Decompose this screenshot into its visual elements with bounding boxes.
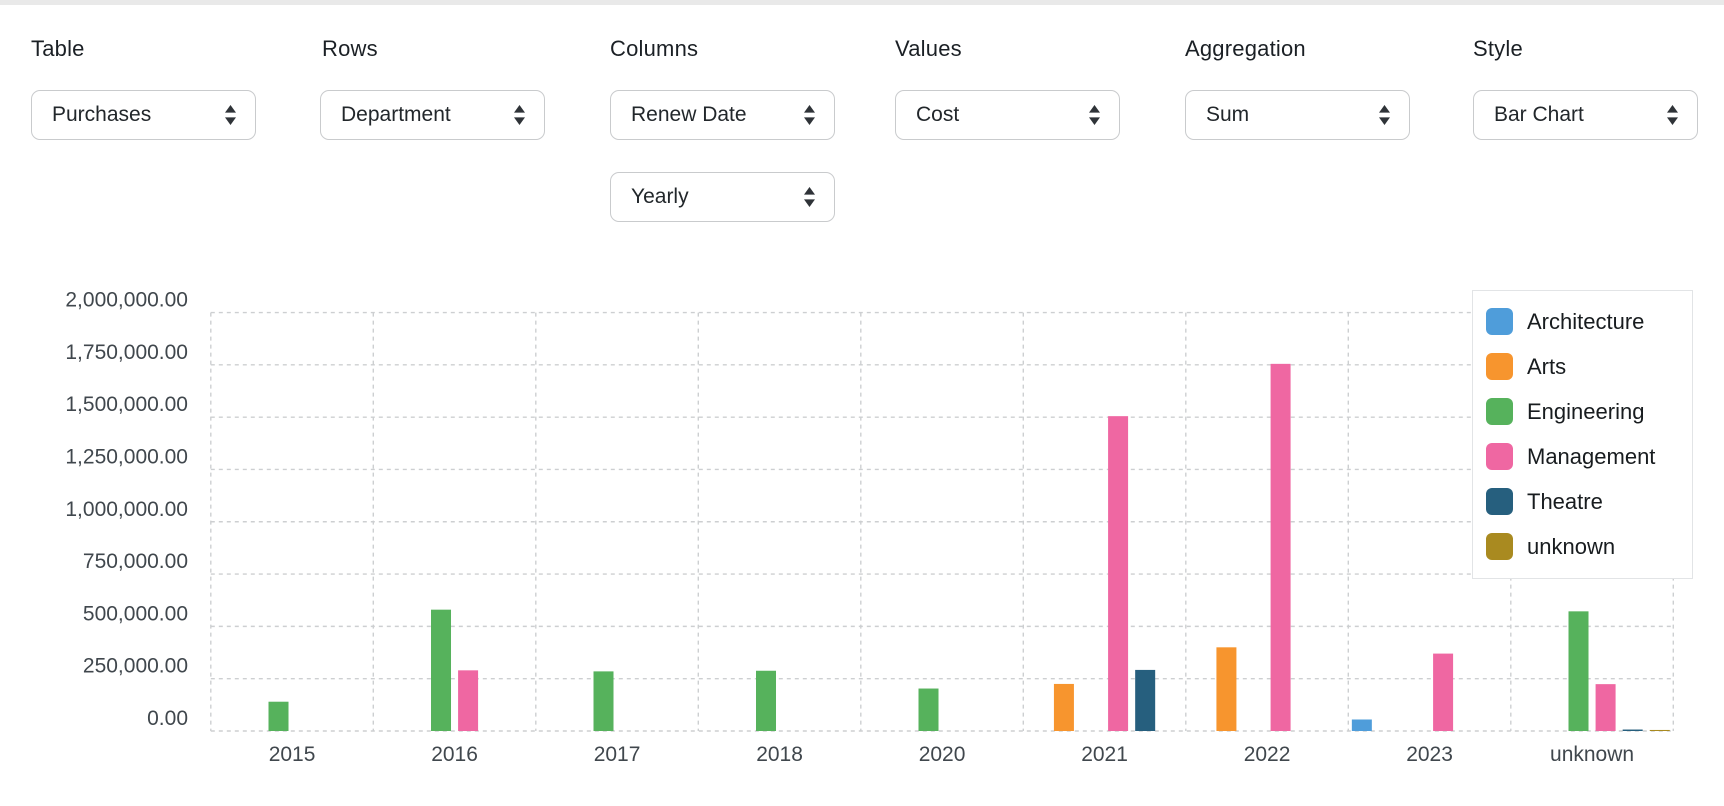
style-select[interactable]: Bar Chart — [1473, 90, 1698, 140]
legend-label: Architecture — [1527, 308, 1645, 334]
y-axis-tick-label: 750,000.00 — [83, 550, 188, 573]
aggregation-select[interactable]: Sum — [1185, 90, 1410, 140]
y-axis-tick-label: 250,000.00 — [83, 655, 188, 678]
x-axis-tick-label: 2020 — [919, 743, 966, 766]
columns-select-value: Renew Date — [631, 103, 747, 126]
bar-management-2022 — [1270, 363, 1291, 731]
y-axis-tick-label: 1,000,000.00 — [65, 498, 188, 521]
x-axis-tick-label: 2018 — [756, 743, 803, 766]
aggregation-label: Aggregation — [1185, 36, 1306, 61]
columns-granularity-value: Yearly — [631, 185, 689, 208]
rows-select[interactable]: Department — [320, 90, 545, 140]
bar-chart: 0.00 250,000.00 500,000.00 750,000.00 1,000,… — [65, 289, 1675, 766]
x-axis-tick-label: 2021 — [1081, 743, 1128, 766]
legend-item-unknown[interactable]: unknown — [1473, 524, 1692, 569]
x-axis-tick-label: unknown — [1550, 743, 1634, 766]
bar-theatre-unknown — [1622, 729, 1643, 731]
control-rows: Rows — [322, 36, 378, 62]
select-arrows-icon — [1088, 104, 1101, 126]
x-axis-tick-label: 2015 — [269, 743, 316, 766]
bar-engineering-2020 — [918, 688, 939, 731]
table-label: Table — [31, 36, 85, 61]
bar-management-unknown — [1595, 684, 1616, 731]
control-values: Values — [895, 36, 962, 62]
bar-theatre-2021 — [1135, 669, 1156, 731]
bar-management-2023 — [1433, 653, 1454, 731]
legend-label: Engineering — [1527, 398, 1645, 424]
bar-unknown-unknown — [1649, 729, 1670, 731]
legend-label: Arts — [1527, 353, 1567, 379]
table-select[interactable]: Purchases — [31, 90, 256, 140]
legend-swatch-icon — [1486, 533, 1513, 560]
bar-engineering-2018 — [756, 670, 777, 731]
top-divider — [0, 0, 1724, 5]
select-arrows-icon — [513, 104, 526, 126]
bar-engineering-unknown — [1568, 611, 1589, 731]
control-aggregation: Aggregation — [1185, 36, 1306, 62]
legend-label: unknown — [1527, 533, 1616, 559]
legend-label: Theatre — [1527, 488, 1603, 514]
columns-granularity-select[interactable]: Yearly — [610, 172, 835, 222]
columns-select[interactable]: Renew Date — [610, 90, 835, 140]
chart-legend: Architecture Arts Engineering Management The… — [1472, 290, 1693, 579]
bar-arts-2021 — [1053, 683, 1074, 731]
y-axis-tick-label: 1,750,000.00 — [65, 341, 188, 364]
bar-architecture-2023 — [1351, 719, 1372, 731]
chart-area: 0.00 250,000.00 500,000.00 750,000.00 1,000,… — [0, 250, 1724, 806]
control-columns: Columns — [610, 36, 698, 62]
legend-item-arts[interactable]: Arts — [1473, 344, 1692, 389]
legend-item-architecture[interactable]: Architecture — [1473, 299, 1692, 344]
bar-engineering-2016 — [431, 609, 452, 731]
bar-management-2021 — [1108, 416, 1129, 731]
values-select-value: Cost — [916, 103, 960, 126]
legend-swatch-icon — [1486, 398, 1513, 425]
aggregation-select-value: Sum — [1206, 103, 1250, 126]
y-axis-tick-label: 500,000.00 — [83, 602, 188, 625]
x-axis-tick-label: 2023 — [1406, 743, 1453, 766]
x-axis-tick-label: 2022 — [1244, 743, 1291, 766]
legend-item-engineering[interactable]: Engineering — [1473, 389, 1692, 434]
select-arrows-icon — [803, 186, 816, 208]
bar-engineering-2017 — [593, 671, 614, 731]
legend-item-management[interactable]: Management — [1473, 434, 1692, 479]
rows-label: Rows — [322, 36, 378, 61]
legend-label: Management — [1527, 443, 1656, 469]
control-table: Table — [31, 36, 85, 62]
y-axis-tick-label: 1,250,000.00 — [65, 445, 188, 468]
bar-engineering-2015 — [268, 701, 289, 731]
select-arrows-icon — [224, 104, 237, 126]
bar-management-2016 — [458, 670, 479, 731]
values-label: Values — [895, 36, 962, 61]
select-arrows-icon — [803, 104, 816, 126]
rows-select-value: Department — [341, 103, 451, 126]
style-label: Style — [1473, 36, 1523, 61]
legend-swatch-icon — [1486, 353, 1513, 380]
legend-swatch-icon — [1486, 443, 1513, 470]
table-select-value: Purchases — [52, 103, 152, 126]
columns-label: Columns — [610, 36, 699, 61]
x-axis-tick-label: 2016 — [431, 743, 478, 766]
style-select-value: Bar Chart — [1494, 103, 1584, 126]
x-axis-tick-label: 2017 — [594, 743, 641, 766]
select-arrows-icon — [1378, 104, 1391, 126]
y-axis-tick-label: 0.00 — [147, 707, 188, 730]
y-axis-tick-label: 2,000,000.00 — [65, 289, 188, 312]
legend-swatch-icon — [1486, 308, 1513, 335]
legend-item-theatre[interactable]: Theatre — [1473, 479, 1692, 524]
select-arrows-icon — [1666, 104, 1679, 126]
legend-swatch-icon — [1486, 488, 1513, 515]
bar-arts-2022 — [1216, 647, 1237, 731]
control-style: Style — [1473, 36, 1523, 62]
values-select[interactable]: Cost — [895, 90, 1120, 140]
y-axis-tick-label: 1,500,000.00 — [65, 393, 188, 416]
